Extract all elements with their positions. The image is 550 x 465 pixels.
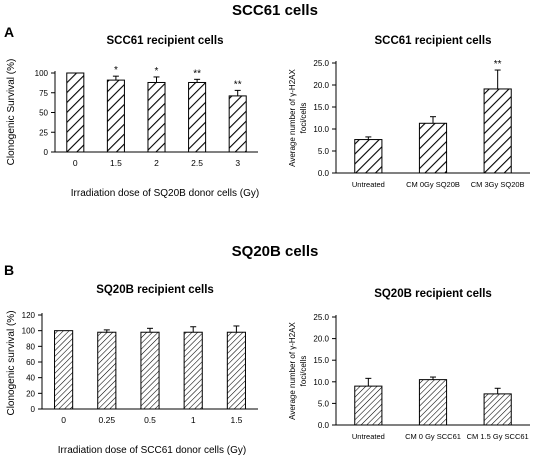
y-axis-label-line: Clonogenic Survival (%)	[6, 59, 17, 166]
y-tick-label: 5.0	[318, 399, 330, 408]
y-tick-label: 120	[22, 311, 36, 320]
bar	[97, 331, 117, 410]
bar	[54, 330, 74, 410]
bar	[106, 79, 125, 153]
chart-title: SCC61 recipient cells	[107, 35, 224, 47]
panel-letter-a: A	[4, 24, 15, 40]
bar	[418, 379, 448, 426]
y-tick-label: 100	[35, 69, 49, 78]
y-tick-label: 25.0	[313, 59, 329, 68]
x-tick-label: 0	[61, 415, 66, 425]
x-axis-label: Irradiation dose of SCC61 donor cells (G…	[58, 445, 246, 456]
y-tick-label: 10.0	[313, 378, 329, 387]
x-tick-label: CM 3Gy SQ20B	[471, 180, 525, 189]
y-axis-label-line: foci/cells	[299, 103, 308, 134]
chart-title: SQ20B recipient cells	[96, 284, 214, 296]
x-tick-label: 1.5	[230, 415, 242, 425]
x-tick-label: 2	[154, 158, 159, 168]
x-tick-label: Untreated	[352, 180, 385, 189]
x-axis-label: Irradiation dose of SQ20B donor cells (G…	[71, 188, 259, 199]
panel-letter-b: B	[4, 262, 15, 278]
y-tick-label: 0	[44, 148, 49, 157]
bar	[188, 81, 207, 153]
significance-label: *	[155, 66, 159, 77]
y-axis-label: Average number of γ-H2AX foci/cells	[288, 69, 308, 167]
chart-scc61-foci: SCC61 recipient cells 0.0 5.0 10.0 15.0 20.0 2…	[288, 35, 530, 189]
y-tick-label: 20.0	[313, 81, 329, 90]
bar	[354, 385, 383, 426]
bar	[228, 95, 247, 153]
y-tick-label: 5.0	[318, 147, 330, 156]
y-tick-label: 0	[31, 405, 36, 414]
x-tick-label: CM 0 Gy SCC61	[405, 432, 461, 441]
x-tick-label: CM 0Gy SQ20B	[406, 180, 460, 189]
x-tick-label: 1.5	[110, 158, 122, 168]
bar	[483, 393, 512, 426]
y-tick-label: 60	[26, 358, 35, 367]
significance-label: **	[494, 59, 502, 70]
x-tick-label: 0	[73, 158, 78, 168]
chart-sq20b-foci: SQ20B recipient cells 0.0 5.0 10.0 15.0 20.0 2…	[288, 288, 530, 441]
bar	[183, 331, 203, 410]
y-axis-label-line: Average number of γ-H2AX	[288, 69, 297, 167]
bar	[140, 331, 160, 410]
y-axis-label: Clonogenic survival (%)	[6, 310, 17, 415]
significance-label: **	[193, 68, 201, 79]
y-tick-label: 50	[39, 109, 48, 118]
y-axis-label: Clonogenic Survival (%)	[6, 59, 17, 166]
bar	[226, 331, 246, 410]
section-title-sq20b: SQ20B cells	[231, 243, 319, 260]
significance-label: *	[114, 65, 118, 76]
bar	[483, 88, 512, 174]
y-tick-label: 100	[22, 327, 36, 336]
bar	[66, 72, 85, 153]
chart-title: SCC61 recipient cells	[375, 35, 492, 47]
x-tick-label: 3	[235, 158, 240, 168]
chart-title: SQ20B recipient cells	[374, 288, 492, 300]
section-title-scc61: SCC61 cells	[232, 2, 318, 19]
chart-sq20b-clonogenic: SQ20B recipient cells 0 20 40 60 80 100 120 0 0.2…	[6, 284, 258, 456]
x-tick-label: 0.5	[144, 415, 156, 425]
y-tick-label: 80	[26, 342, 35, 351]
x-tick-label: 0.25	[99, 415, 116, 425]
y-tick-label: 15.0	[313, 103, 329, 112]
x-tick-label: 1	[191, 415, 196, 425]
y-tick-label: 15.0	[313, 356, 329, 365]
x-tick-label: Untreated	[352, 432, 385, 441]
bar	[147, 81, 166, 153]
y-axis-label-line: Clonogenic survival (%)	[6, 310, 17, 415]
significance-label: **	[234, 79, 242, 90]
y-tick-label: 0.0	[318, 169, 330, 178]
y-axis-label-line: foci/cells	[299, 356, 308, 387]
y-tick-label: 10.0	[313, 125, 329, 134]
x-tick-label: CM 1.5 Gy SCC61	[467, 432, 529, 441]
x-tick-label: 2.5	[191, 158, 203, 168]
bar	[354, 139, 383, 174]
y-tick-label: 40	[26, 374, 35, 383]
y-tick-label: 0.0	[318, 421, 330, 430]
y-axis-label-line: Average number of γ-H2AX	[288, 322, 297, 420]
y-tick-label: 20.0	[313, 335, 329, 344]
bar	[418, 122, 448, 174]
y-axis-label: Average number of γ-H2AX foci/cells	[288, 322, 308, 420]
y-tick-label: 25	[39, 128, 48, 137]
y-tick-label: 75	[39, 89, 48, 98]
y-tick-label: 20	[26, 389, 35, 398]
chart-scc61-clonogenic: SCC61 recipient cells 0 25 50 75 100 0 * 1.5 * 2 **…	[6, 35, 259, 199]
y-tick-label: 25.0	[313, 313, 329, 322]
